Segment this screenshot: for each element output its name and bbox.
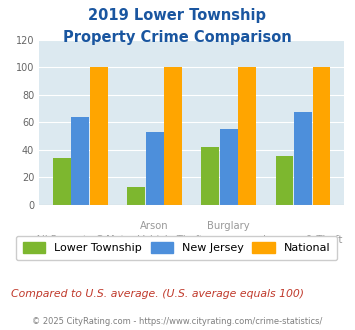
Bar xyxy=(275,156,293,205)
Text: Compared to U.S. average. (U.S. average equals 100): Compared to U.S. average. (U.S. average … xyxy=(11,289,304,299)
Text: Property Crime Comparison: Property Crime Comparison xyxy=(63,30,292,45)
Text: © 2025 CityRating.com - https://www.cityrating.com/crime-statistics/: © 2025 CityRating.com - https://www.city… xyxy=(32,317,323,326)
Bar xyxy=(220,129,238,205)
Bar xyxy=(146,132,164,205)
Bar xyxy=(71,116,89,205)
Bar xyxy=(53,158,71,205)
Bar xyxy=(164,67,182,205)
Bar xyxy=(201,147,219,205)
Legend: Lower Township, New Jersey, National: Lower Township, New Jersey, National xyxy=(16,236,337,260)
Text: Motor Vehicle Theft: Motor Vehicle Theft xyxy=(106,235,203,245)
Bar xyxy=(313,67,331,205)
Bar xyxy=(294,113,312,205)
Bar xyxy=(90,67,108,205)
Text: Burglary: Burglary xyxy=(207,221,250,231)
Text: 2019 Lower Township: 2019 Lower Township xyxy=(88,8,267,23)
Text: All Property Crime: All Property Crime xyxy=(35,235,126,245)
Text: Larceny & Theft: Larceny & Theft xyxy=(263,235,343,245)
Bar xyxy=(239,67,256,205)
Bar xyxy=(127,187,145,205)
Text: Arson: Arson xyxy=(140,221,169,231)
